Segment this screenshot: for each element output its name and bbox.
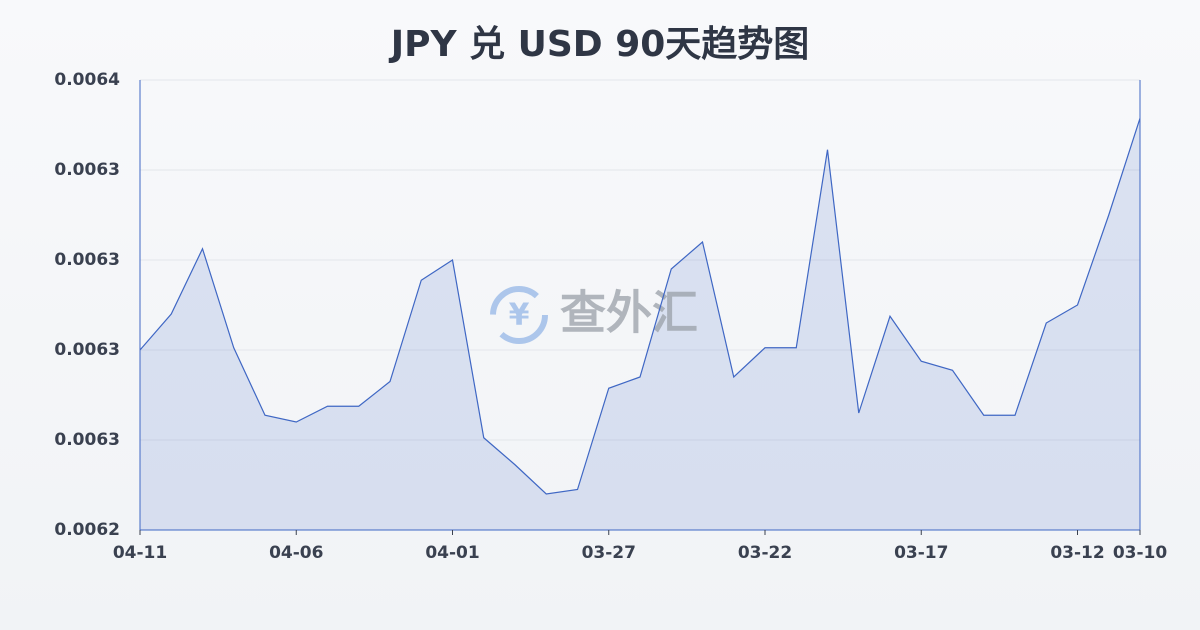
- watermark-icon: ¥: [490, 286, 548, 344]
- area: [140, 118, 1140, 530]
- x-tick-label: 03-12: [1050, 543, 1104, 563]
- watermark: 查外汇: [560, 286, 698, 340]
- y-tick-label: 0.0063: [54, 250, 120, 270]
- x-tick-label: 03-17: [894, 543, 948, 563]
- chart-title: JPY 兑 USD 90天趋势图: [388, 24, 810, 65]
- y-tick-label: 0.0063: [54, 160, 120, 180]
- x-tick-label: 04-06: [269, 543, 323, 563]
- x-tick-label: 04-11: [113, 543, 167, 563]
- y-tick-label: 0.0064: [54, 70, 120, 90]
- svg-text:¥: ¥: [509, 298, 530, 333]
- x-tick-label: 03-27: [582, 543, 636, 563]
- x-tick-label: 04-01: [425, 543, 479, 563]
- y-tick-label: 0.0063: [54, 430, 120, 450]
- y-tick-label: 0.0062: [54, 520, 120, 540]
- line: [139, 118, 1141, 495]
- y-tick-label: 0.0063: [54, 340, 120, 360]
- x-tick-label: 03-10: [1113, 543, 1168, 563]
- x-tick-label: 03-22: [738, 543, 792, 563]
